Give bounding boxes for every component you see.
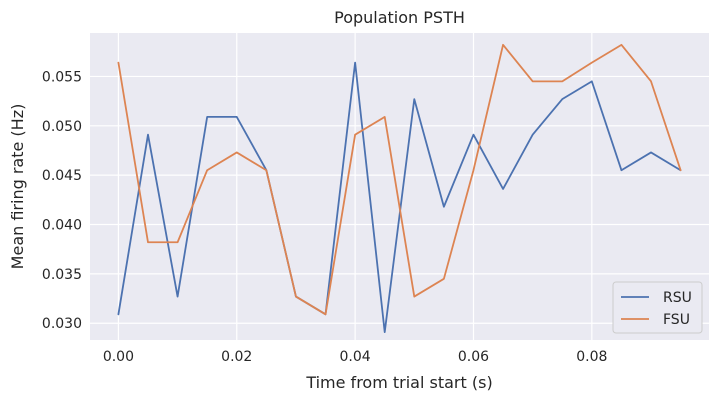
legend-label-rsu: RSU <box>663 290 692 306</box>
y-tick-label: 0.050 <box>42 119 82 135</box>
y-tick-label: 0.030 <box>42 316 82 332</box>
chart-title: Population PSTH <box>334 8 465 27</box>
series-lines <box>117 43 682 334</box>
x-tick-label: 0.00 <box>103 349 134 365</box>
legend-label-fsu: FSU <box>663 312 690 328</box>
y-tick-label: 0.035 <box>42 267 82 283</box>
y-axis-label: Mean firing rate (Hz) <box>8 104 27 270</box>
series-line-fsu <box>117 43 682 316</box>
x-tick-label: 0.08 <box>576 349 607 365</box>
y-tick-label: 0.045 <box>42 168 82 184</box>
x-axis-label: Time from trial start (s) <box>305 373 492 392</box>
y-tick-labels: 0.030 0.035 0.040 0.045 0.050 0.055 <box>42 69 82 332</box>
legend-box <box>612 281 703 334</box>
y-tick-label: 0.055 <box>42 69 82 85</box>
plot-background <box>90 33 709 340</box>
series-line-rsu <box>117 61 682 334</box>
y-tick-label: 0.040 <box>42 218 82 234</box>
x-tick-label: 0.02 <box>221 349 252 365</box>
x-tick-label: 0.04 <box>340 349 371 365</box>
x-tick-label: 0.06 <box>458 349 489 365</box>
x-tick-labels: 0.00 0.02 0.04 0.06 0.08 <box>103 349 608 365</box>
legend: RSU FSU <box>612 281 703 334</box>
